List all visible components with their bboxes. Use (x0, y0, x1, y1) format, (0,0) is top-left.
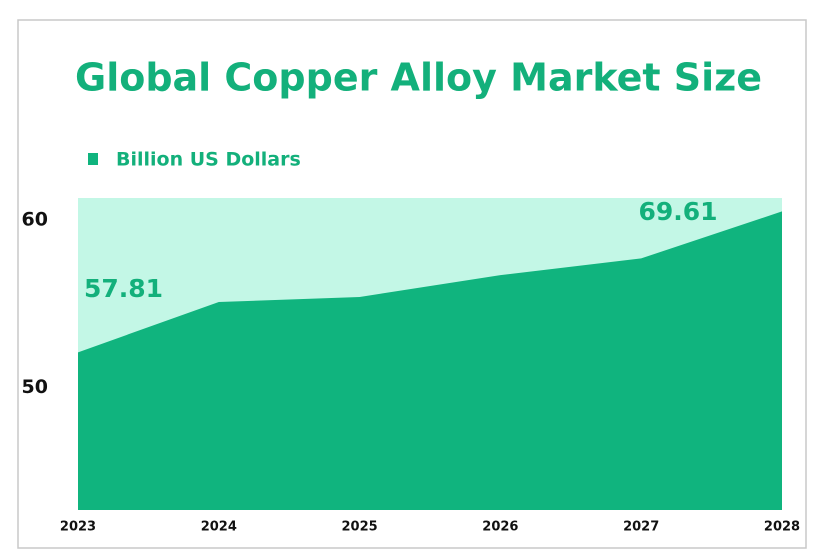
annotation: 69.61 (638, 197, 717, 226)
legend-label: Billion US Dollars (116, 149, 301, 171)
x-tick-label: 2027 (623, 520, 659, 535)
x-tick-label: 2028 (764, 520, 800, 535)
x-tick-label: 2023 (60, 520, 96, 535)
legend-swatch (88, 153, 98, 165)
x-tick-label: 2025 (342, 520, 378, 535)
area (78, 211, 782, 510)
chart-title: Global Copper Alloy Market Size (75, 56, 762, 100)
y-tick-label: 60 (22, 208, 48, 230)
annotation: 57.81 (84, 274, 163, 303)
y-tick-label: 50 (22, 376, 48, 398)
x-tick-label: 2024 (201, 520, 237, 535)
x-tick-label: 2026 (482, 520, 518, 535)
